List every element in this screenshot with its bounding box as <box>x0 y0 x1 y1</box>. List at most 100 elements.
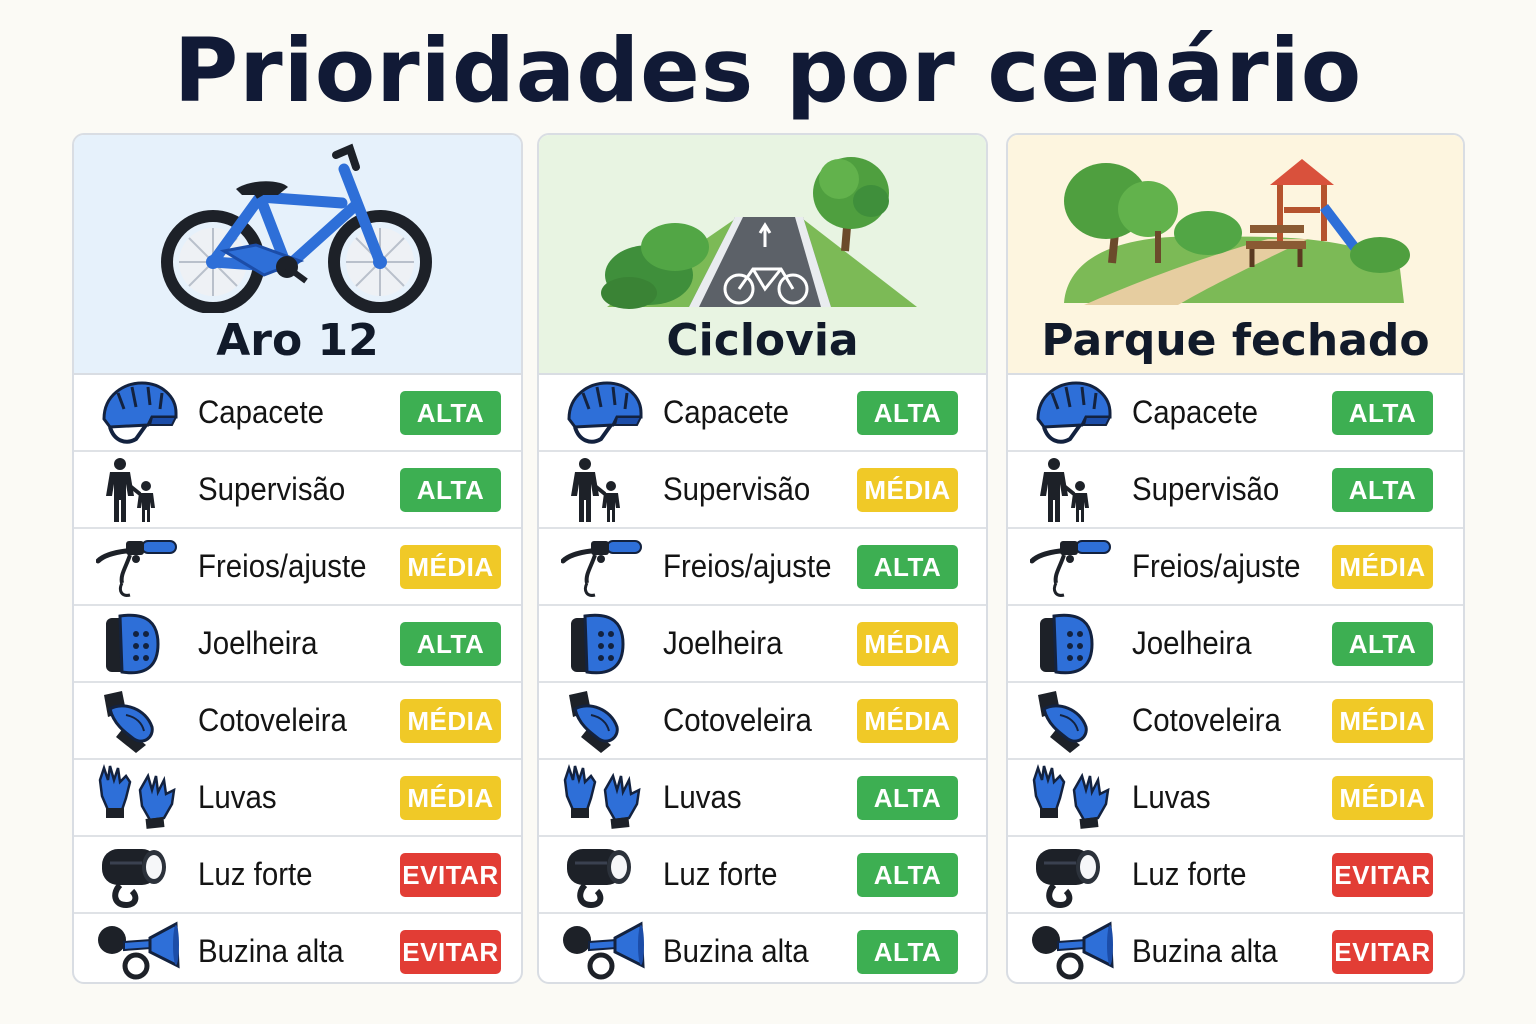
list-item: Capacete ALTA <box>1008 375 1463 452</box>
priority-badge: MÉDIA <box>857 468 958 512</box>
priority-badge: ALTA <box>400 622 501 666</box>
priority-list: Capacete ALTA Supervisão ALTA Freios/ajust… <box>1008 375 1463 982</box>
panel-header: Ciclovia <box>539 135 986 375</box>
elbow-pad-icon <box>1030 687 1114 755</box>
list-item: Freios/ajuste MÉDIA <box>74 529 521 606</box>
priority-badge: MÉDIA <box>1332 699 1433 743</box>
list-item: Supervisão ALTA <box>1008 452 1463 529</box>
panel-ciclovia: Ciclovia Capacete ALTA Supervisão MÉDIA Fr… <box>537 133 988 984</box>
item-label: Capacete <box>663 394 790 430</box>
gloves-icon <box>96 764 180 832</box>
item-label: Joelheira <box>1132 625 1252 661</box>
panel-title-aro-12: Aro 12 <box>216 315 379 366</box>
list-item: Joelheira ALTA <box>1008 606 1463 683</box>
priority-badge: MÉDIA <box>857 699 958 743</box>
priority-badge: ALTA <box>400 468 501 512</box>
list-item: Buzina alta EVITAR <box>1008 914 1463 982</box>
item-label: Luvas <box>1132 779 1211 815</box>
list-item: Buzina alta EVITAR <box>74 914 521 982</box>
priority-badge: MÉDIA <box>1332 776 1433 820</box>
priority-badge: MÉDIA <box>400 776 501 820</box>
list-item: Luz forte EVITAR <box>1008 837 1463 914</box>
list-item: Capacete ALTA <box>74 375 521 452</box>
list-item: Cotoveleira MÉDIA <box>74 683 521 760</box>
knee-pad-icon <box>96 610 180 678</box>
elbow-pad-icon <box>96 687 180 755</box>
panel-aro-12: Aro 12 Capacete ALTA Supervisão ALTA Freio… <box>72 133 523 984</box>
list-item: Freios/ajuste MÉDIA <box>1008 529 1463 606</box>
priority-badge: ALTA <box>857 776 958 820</box>
gloves-icon <box>561 764 645 832</box>
helmet-icon <box>1030 379 1114 447</box>
item-label: Joelheira <box>198 625 318 661</box>
list-item: Freios/ajuste ALTA <box>539 529 986 606</box>
bike-light-icon <box>1030 841 1114 909</box>
park-playground-icon <box>1008 143 1463 313</box>
bike-light-icon <box>96 841 180 909</box>
panel-title-parque-fechado: Parque fechado <box>1041 315 1430 366</box>
list-item: Buzina alta ALTA <box>539 914 986 982</box>
adult-child-icon <box>1030 456 1114 524</box>
priority-badge: EVITAR <box>400 853 501 897</box>
item-label: Buzina alta <box>1132 933 1278 969</box>
item-label: Buzina alta <box>663 933 809 969</box>
priority-badge: EVITAR <box>400 930 501 974</box>
panel-title-ciclovia: Ciclovia <box>666 315 859 366</box>
horn-icon <box>561 918 645 982</box>
item-label: Freios/ajuste <box>198 548 367 584</box>
brake-lever-icon <box>560 533 645 601</box>
panel-header: Parque fechado <box>1008 135 1463 375</box>
item-label: Capacete <box>1132 394 1259 430</box>
priority-badge: MÉDIA <box>400 545 501 589</box>
list-item: Joelheira ALTA <box>74 606 521 683</box>
item-label: Freios/ajuste <box>1132 548 1301 584</box>
horn-icon <box>1030 918 1114 982</box>
priority-list: Capacete ALTA Supervisão ALTA Freios/ajust… <box>74 375 521 982</box>
item-label: Supervisão <box>1132 471 1280 507</box>
priority-badge: ALTA <box>1332 468 1433 512</box>
item-label: Supervisão <box>198 471 346 507</box>
list-item: Cotoveleira MÉDIA <box>539 683 986 760</box>
adult-child-icon <box>561 456 645 524</box>
item-label: Joelheira <box>663 625 783 661</box>
item-label: Cotoveleira <box>1132 702 1281 738</box>
bike-light-icon <box>561 841 645 909</box>
brake-lever-icon <box>95 533 180 601</box>
priority-badge: EVITAR <box>1332 853 1433 897</box>
adult-child-icon <box>96 456 180 524</box>
elbow-pad-icon <box>561 687 645 755</box>
priority-badge: ALTA <box>1332 391 1433 435</box>
priority-badge: MÉDIA <box>1332 545 1433 589</box>
list-item: Cotoveleira MÉDIA <box>1008 683 1463 760</box>
panel-parque-fechado: Parque fechado Capacete ALTA Supervisão AL… <box>1006 133 1465 984</box>
list-item: Luvas MÉDIA <box>74 760 521 837</box>
scenario-panels: Aro 12 Capacete ALTA Supervisão ALTA Freio… <box>72 133 1465 984</box>
list-item: Supervisão MÉDIA <box>539 452 986 529</box>
list-item: Capacete ALTA <box>539 375 986 452</box>
item-label: Buzina alta <box>198 933 344 969</box>
priority-badge: EVITAR <box>1332 930 1433 974</box>
item-label: Capacete <box>198 394 325 430</box>
page-title: Prioridades por cenário <box>173 19 1363 122</box>
list-item: Supervisão ALTA <box>74 452 521 529</box>
list-item: Luz forte EVITAR <box>74 837 521 914</box>
priority-badge: MÉDIA <box>857 622 958 666</box>
kids-bike-icon <box>74 143 521 314</box>
priority-badge: ALTA <box>857 545 958 589</box>
item-label: Luz forte <box>1132 856 1247 892</box>
bike-lane-icon <box>539 143 986 313</box>
helmet-icon <box>96 379 180 447</box>
horn-icon <box>96 918 180 982</box>
priority-badge: ALTA <box>400 391 501 435</box>
item-label: Luz forte <box>663 856 778 892</box>
item-label: Freios/ajuste <box>663 548 832 584</box>
priority-badge: ALTA <box>857 930 958 974</box>
panel-header: Aro 12 <box>74 135 521 375</box>
knee-pad-icon <box>561 610 645 678</box>
item-label: Cotoveleira <box>198 702 347 738</box>
list-item: Luvas MÉDIA <box>1008 760 1463 837</box>
list-item: Joelheira MÉDIA <box>539 606 986 683</box>
brake-lever-icon <box>1029 533 1114 601</box>
priority-badge: MÉDIA <box>400 699 501 743</box>
priority-badge: ALTA <box>857 391 958 435</box>
